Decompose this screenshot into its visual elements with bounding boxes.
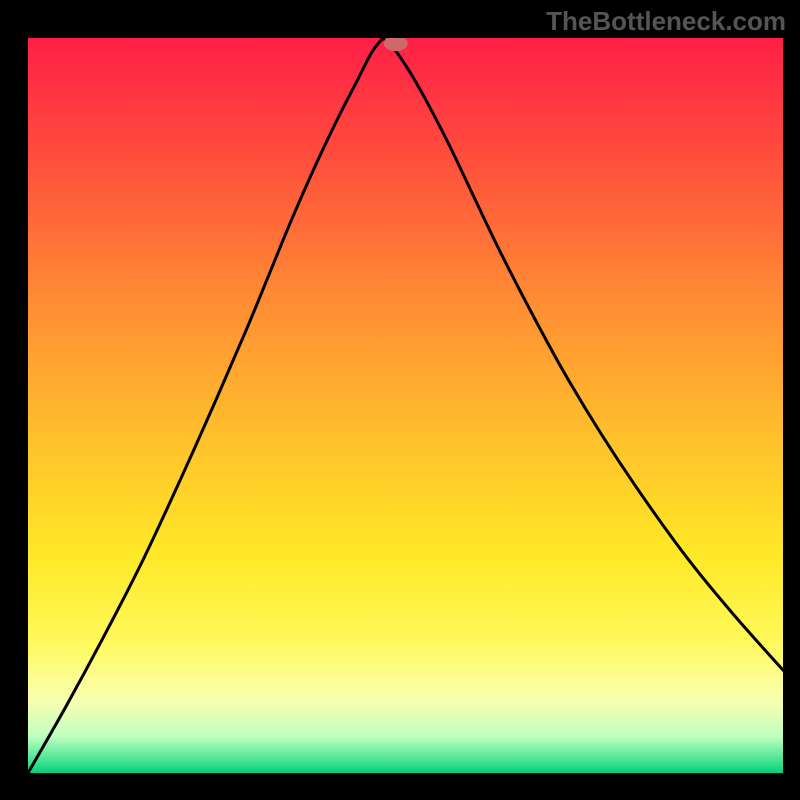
- watermark-text: TheBottleneck.com: [546, 6, 786, 37]
- chart-background: [28, 38, 783, 773]
- chart-plot-area: [28, 38, 783, 773]
- chart-svg: [28, 38, 783, 773]
